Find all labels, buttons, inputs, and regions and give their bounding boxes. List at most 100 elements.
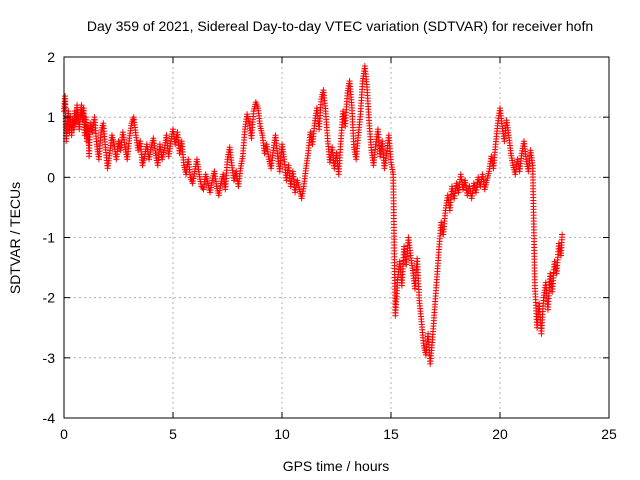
data-point-interp xyxy=(126,137,133,144)
data-point-interp xyxy=(558,234,565,241)
data-point-interp xyxy=(250,110,257,117)
data-point-interp xyxy=(387,156,394,163)
data-point-interp xyxy=(359,80,366,87)
data-point-interp xyxy=(93,138,100,145)
data-point-interp xyxy=(433,279,440,286)
data-point-interp xyxy=(239,155,246,162)
data-point-interp xyxy=(241,128,248,135)
data-point-interp xyxy=(274,150,281,157)
data-point-interp xyxy=(389,168,396,175)
data-point-interp xyxy=(431,309,438,316)
data-point-interp xyxy=(442,210,449,217)
data-point-interp xyxy=(409,265,416,272)
y-axis-title: SDTVAR / TECUs xyxy=(7,182,23,294)
x-tick-label: 0 xyxy=(60,426,68,442)
y-tick-label: 1 xyxy=(47,109,55,125)
data-point-interp xyxy=(483,179,490,186)
data-point-interp xyxy=(152,147,159,154)
data-point-interp xyxy=(228,159,235,166)
data-point-interp xyxy=(167,140,174,147)
data-point-interp xyxy=(522,153,529,160)
data-point-interp xyxy=(106,152,113,159)
data-points xyxy=(61,63,566,367)
data-point-interp xyxy=(199,184,206,191)
data-point-interp xyxy=(492,143,499,150)
x-tick-label: 10 xyxy=(274,426,290,442)
data-point-interp xyxy=(494,122,501,129)
data-point-interp xyxy=(258,129,265,136)
data-point-interp xyxy=(318,98,325,105)
x-tick-label: 20 xyxy=(492,426,508,442)
data-point-interp xyxy=(420,340,427,347)
data-point-interp xyxy=(368,144,375,151)
data-point-interp xyxy=(213,180,220,187)
data-point-interp xyxy=(363,81,370,88)
data-point-interp xyxy=(344,92,351,99)
y-tick-label: 0 xyxy=(47,169,55,185)
data-point-interp xyxy=(224,159,231,166)
data-point-interp xyxy=(348,99,355,106)
x-tick-label: 25 xyxy=(601,426,617,442)
data-point-interp xyxy=(507,147,514,154)
data-point-interp xyxy=(208,179,215,186)
x-tick-label: 5 xyxy=(169,426,177,442)
data-point-interp xyxy=(366,117,373,124)
data-point-interp xyxy=(160,149,167,156)
data-point-interp xyxy=(269,149,276,156)
y-tick-label: -2 xyxy=(43,290,56,306)
data-point-interp xyxy=(302,167,309,174)
y-tick-label: -1 xyxy=(43,230,56,246)
data-point-interp xyxy=(204,178,211,185)
data-point-interp xyxy=(97,131,104,138)
data-point-interp xyxy=(195,168,202,175)
x-axis-title: GPS time / hours xyxy=(283,458,390,474)
data-point-interp xyxy=(418,316,425,323)
data-point-interp xyxy=(498,120,505,127)
data-point-interp xyxy=(121,141,128,148)
data-point-interp xyxy=(110,138,117,145)
data-point-interp xyxy=(531,279,538,286)
data-point-interp xyxy=(337,140,344,147)
data-point-interp xyxy=(256,120,263,127)
data-point-interp xyxy=(429,339,436,346)
chart-title: Day 359 of 2021, Sidereal Day-to-day VTE… xyxy=(87,18,593,34)
data-point-interp xyxy=(529,159,536,166)
data-point-interp xyxy=(505,129,512,136)
data-point-interp xyxy=(485,170,492,177)
data-point-interp xyxy=(295,184,302,191)
data-point-interp xyxy=(357,113,364,120)
data-point-interp xyxy=(141,155,148,162)
data-point-interp xyxy=(518,152,525,159)
data-point-interp xyxy=(265,153,272,160)
data-point-interp xyxy=(245,117,252,124)
axis-ticks: 0 5 10 15 20 25 -4 -3 -2 -1 0 1 2 xyxy=(43,49,617,442)
data-point-interp xyxy=(435,249,442,256)
data-point-interp xyxy=(304,152,311,159)
data-point-interp xyxy=(322,105,329,112)
data-point-interp xyxy=(280,153,287,160)
data-point-interp xyxy=(540,297,547,304)
data-point-interp xyxy=(130,116,137,123)
data-point-interp xyxy=(350,141,357,148)
data-point-interp xyxy=(311,122,318,129)
data-point-interp xyxy=(128,122,135,129)
data-point-interp xyxy=(254,103,261,110)
data-point-interp xyxy=(324,135,331,142)
data-point-interp xyxy=(132,129,139,136)
data-point-interp xyxy=(407,249,414,256)
data-point-interp xyxy=(187,171,194,178)
data-point-interp xyxy=(102,141,109,148)
data-point-interp xyxy=(147,146,154,153)
data-point-interp xyxy=(180,159,187,166)
x-tick-label: 15 xyxy=(383,426,399,442)
y-tick-label: 2 xyxy=(47,49,55,65)
data-point-interp xyxy=(372,143,379,150)
grid-lines xyxy=(64,57,609,418)
data-point-interp xyxy=(300,185,307,192)
data-point-interp xyxy=(383,152,390,159)
data-point-interp xyxy=(237,167,244,174)
data-point-interp xyxy=(191,170,198,177)
data-point-interp xyxy=(217,182,224,189)
data-point-interp xyxy=(355,134,362,141)
